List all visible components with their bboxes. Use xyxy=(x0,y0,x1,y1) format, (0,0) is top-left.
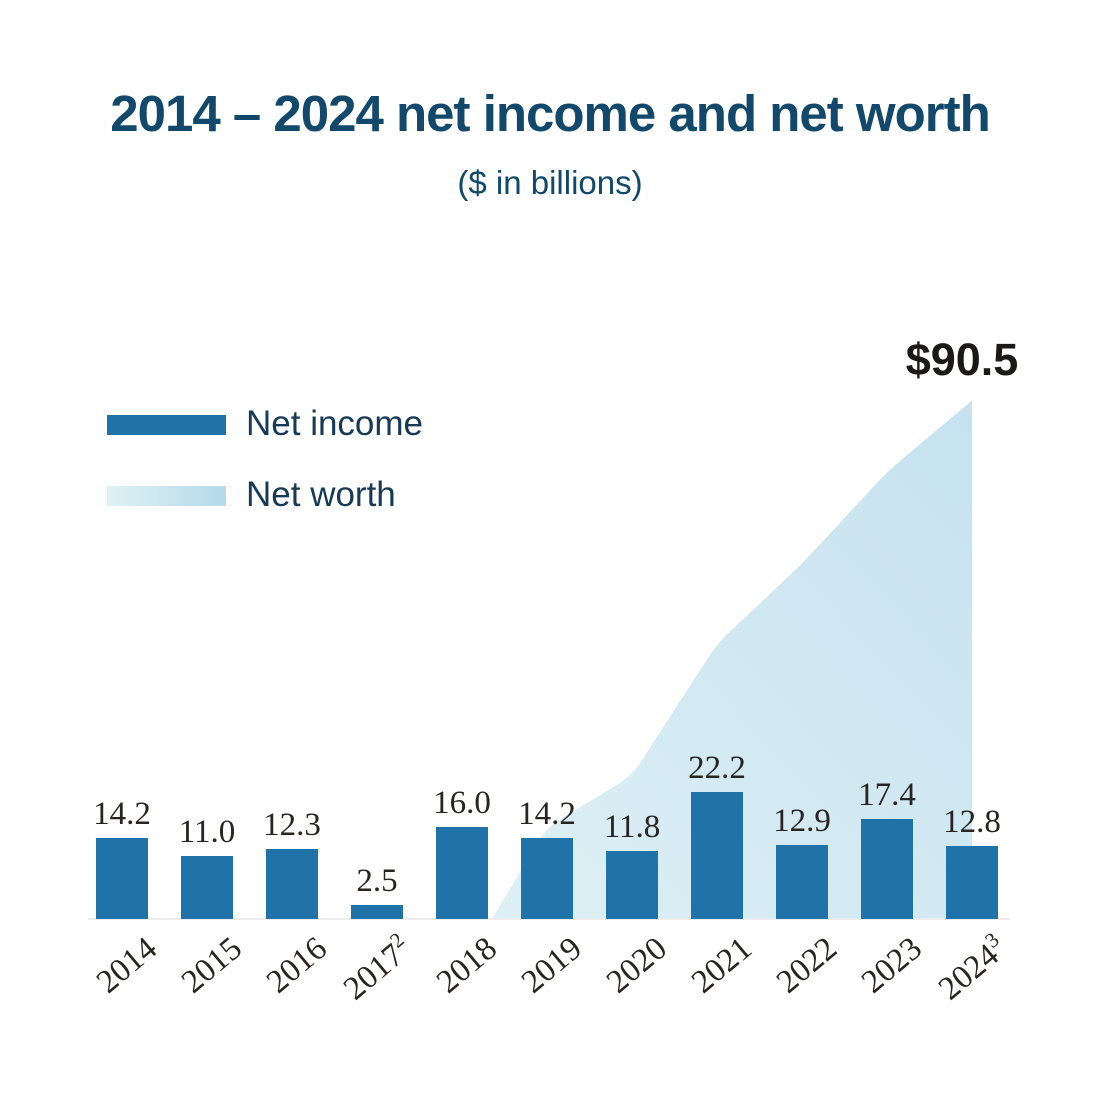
chart-title: 2014 – 2024 net income and net worth xyxy=(110,85,991,142)
value-label-2016: 12.3 xyxy=(263,806,321,843)
bar-2022 xyxy=(776,845,828,919)
bar-2016 xyxy=(266,848,318,919)
legend-label-net-worth: Net worth xyxy=(246,475,396,514)
value-label-2021: 22.2 xyxy=(688,749,746,786)
net-worth-peak-label: $90.5 xyxy=(905,334,1019,385)
value-label-2020: 11.8 xyxy=(603,809,661,846)
value-label-2015: 11.0 xyxy=(178,814,236,850)
bar-2014 xyxy=(96,837,148,919)
legend-label-net-income: Net income xyxy=(246,404,424,443)
bar-2017 xyxy=(351,904,403,919)
value-label-2017: 2.5 xyxy=(356,862,398,899)
chart-subtitle: ($ in billions) xyxy=(457,164,643,201)
legend-swatch-net-worth xyxy=(107,486,226,506)
bar-2019 xyxy=(521,837,573,919)
value-label-2019: 14.2 xyxy=(518,795,576,832)
value-label-2014: 14.2 xyxy=(93,795,151,832)
value-label-2024: 12.8 xyxy=(943,803,1001,840)
bar-2021 xyxy=(691,791,743,919)
value-label-2022: 12.9 xyxy=(773,803,831,840)
bar-2023 xyxy=(861,819,913,919)
value-label-2018: 16.0 xyxy=(433,785,491,822)
bar-2020 xyxy=(606,851,658,919)
bar-2018 xyxy=(436,827,488,919)
x-axis-baseline xyxy=(88,918,1010,920)
net-worth-area xyxy=(492,400,972,919)
legend-swatch-net-income xyxy=(107,415,226,435)
bar-2015 xyxy=(181,856,233,919)
bar-2024 xyxy=(946,845,998,919)
value-label-2023: 17.4 xyxy=(858,777,916,814)
